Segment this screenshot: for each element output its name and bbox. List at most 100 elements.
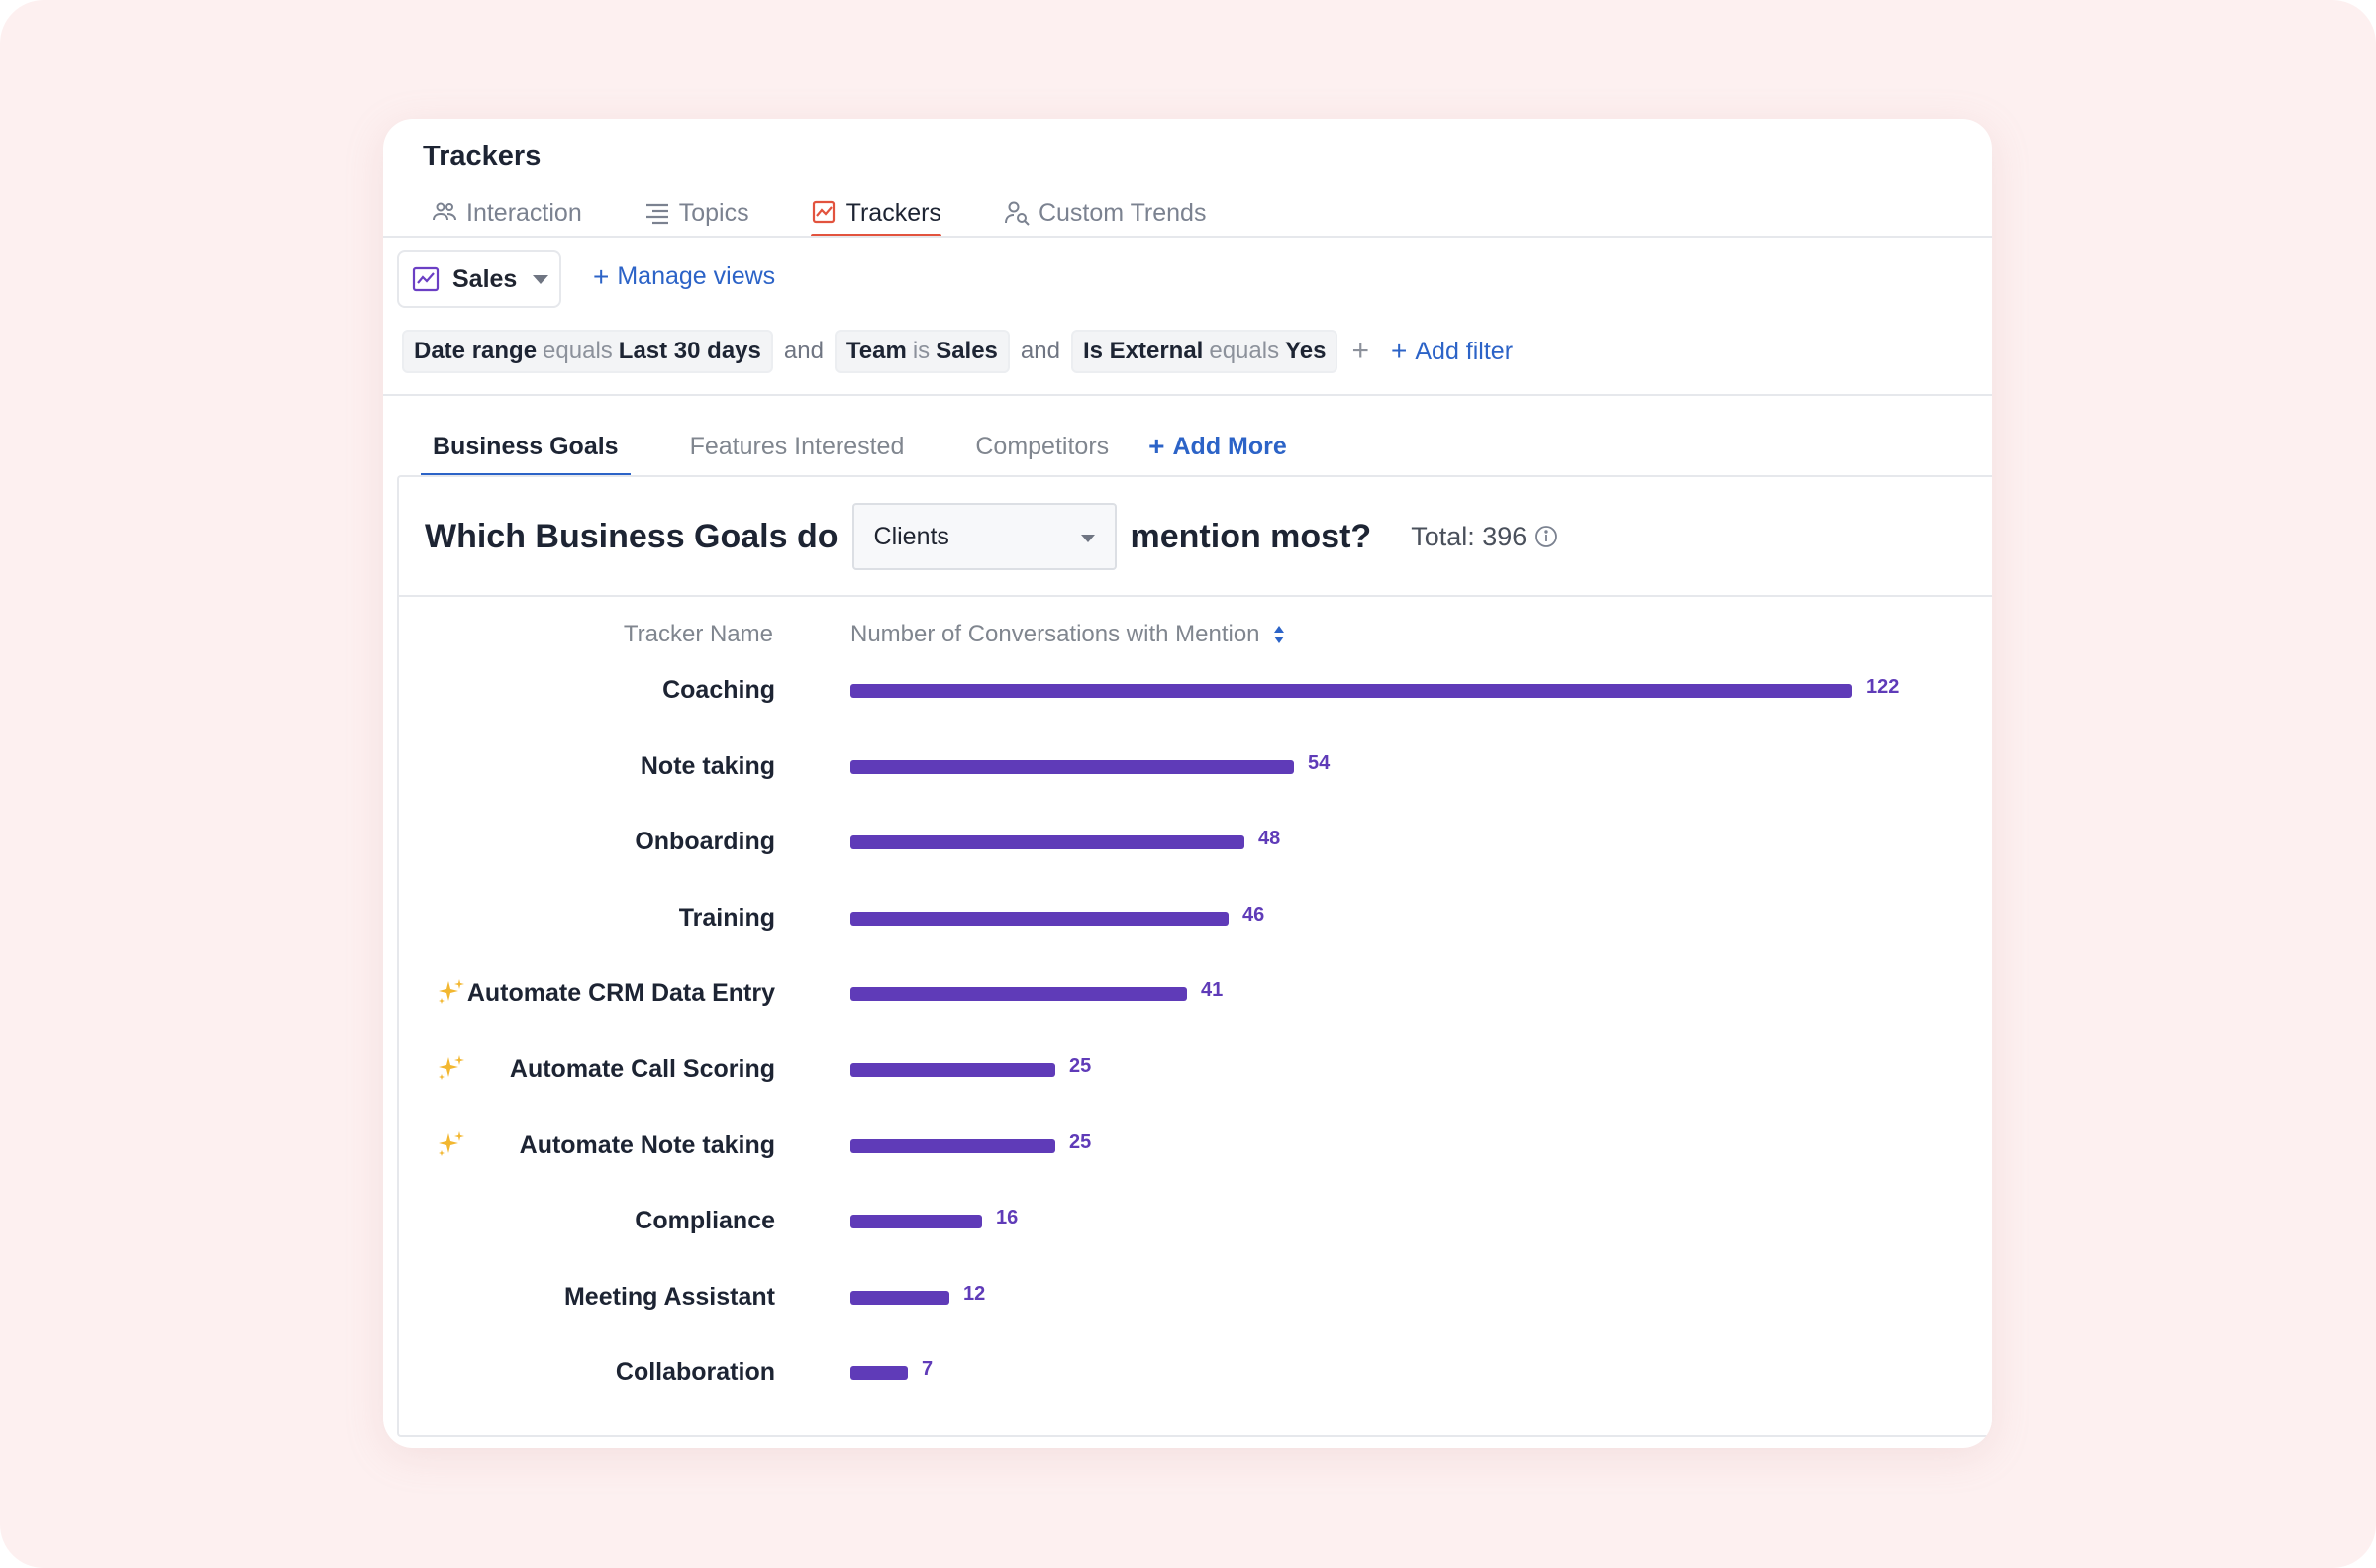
bar-value-label: 54 [1308,751,1331,774]
audience-select-value: Clients [873,522,949,550]
chart-panel: Which Business Goals do Clients mention … [397,475,1992,1437]
bar-value-label: 12 [963,1282,986,1305]
tab-competitors[interactable]: Competitors [975,432,1110,460]
total-count: Total: 396 [1411,522,1558,552]
bar-value-label: 122 [1866,676,1900,698]
sparkle-icon [439,1055,464,1080]
bar-mark[interactable] [850,987,1187,1002]
filter-field: Is External [1082,338,1204,364]
filter-value: Last 30 days [618,338,761,364]
tab-business-goals[interactable]: Business Goals [421,416,631,477]
tracker-name-label: Onboarding [635,828,775,856]
person-search-icon [1004,201,1030,226]
bar-value-label: 25 [1069,1130,1092,1153]
filter-conjunction: and [783,338,824,364]
tab-label: Interaction [466,198,582,227]
sparkle-icon [439,979,464,1005]
add-filter-label: Add filter [1415,337,1514,365]
chart-row: Automate CRM Data Entry 41 [399,973,1992,1013]
tab-label: Topics [678,198,749,227]
tab-label: Trackers [845,198,941,227]
bar-mark[interactable] [850,759,1294,774]
filter-value: Yes [1285,338,1327,364]
bar-mark[interactable] [850,1366,908,1381]
column-header-conversations[interactable]: Number of Conversations with Mention [850,621,1286,648]
filter-conjunction: and [1020,338,1060,364]
chart-row: Onboarding 48 [399,822,1992,861]
chevron-down-icon [533,275,548,284]
plus-icon: + [593,260,610,292]
tab-trackers[interactable]: Trackers [810,188,942,238]
trend-icon [812,200,835,224]
bar-mark[interactable] [850,911,1229,926]
add-more-label: Add More [1172,432,1287,460]
bar-mark[interactable] [850,1138,1055,1153]
add-filter-button[interactable]: + Add filter [1391,338,1513,366]
chart-row: Note taking 54 [399,746,1992,786]
filter-value: Sales [936,338,998,364]
sort-icon [1273,626,1284,643]
bar-mark[interactable] [850,1290,949,1305]
chart-row: Automate Note taking 25 [399,1126,1992,1165]
tab-features-interested[interactable]: Features Interested [689,432,905,460]
divider [383,394,1992,396]
tracker-name-label: Meeting Assistant [563,1282,775,1311]
add-more-button[interactable]: + Add More [1148,416,1287,477]
tab-topics[interactable]: Topics [644,188,749,238]
bar-value-label: 7 [922,1358,934,1381]
chart-row: Compliance 16 [399,1201,1992,1240]
tab-label: Custom Trends [1038,198,1207,227]
info-icon[interactable] [1534,525,1558,548]
filter-operator: equals [1209,338,1280,364]
bar-value-label: 25 [1069,1055,1092,1077]
bar-mark[interactable] [850,684,1852,698]
bar-mark[interactable] [850,1063,1055,1077]
tracker-name-label: Collaboration [615,1358,775,1387]
audience-select[interactable]: Clients [851,503,1117,570]
filter-bar: Date range equals Last 30 days and Team … [402,330,1513,373]
question-suffix: mention most? [1130,517,1372,555]
bar-value-label: 41 [1201,979,1224,1002]
tracker-name-label: Training [678,903,775,931]
manage-views-label: Manage views [617,262,776,290]
people-icon [433,202,456,221]
trend-chart-icon [412,266,440,292]
tab-interaction[interactable]: Interaction [431,188,582,238]
plus-icon: + [1391,336,1408,366]
chart-row: Automate Call Scoring 25 [399,1049,1992,1089]
filter-chip-is-external[interactable]: Is External equals Yes [1070,330,1338,373]
tab-custom-trends[interactable]: Custom Trends [1003,188,1207,238]
tracker-name-label: Automate Call Scoring [509,1055,775,1083]
tracker-name-label: Coaching [662,676,775,704]
divider [399,595,1992,597]
list-icon [645,203,668,225]
manage-views-button[interactable]: + Manage views [593,262,775,291]
chart-row: Coaching 122 [399,670,1992,710]
filter-operator: is [912,338,931,364]
filter-field: Team [845,338,907,364]
divider [383,236,1992,238]
column-header-label: Number of Conversations with Mention [850,621,1260,647]
tracker-name-label: Compliance [635,1207,775,1235]
view-label: Sales [452,264,518,293]
plus-icon: + [1148,431,1165,461]
add-condition-button[interactable]: + [1351,335,1370,367]
filter-operator: equals [543,338,613,364]
view-select[interactable]: Sales [397,250,561,308]
chart-row: Training 46 [399,898,1992,937]
bar-mark[interactable] [850,1215,982,1229]
trackers-card: Trackers Interaction Topics [383,119,1992,1448]
page-title: Trackers [423,141,542,172]
bar-mark[interactable] [850,835,1244,850]
question-row: Which Business Goals do Clients mention … [425,503,1558,570]
bar-value-label: 48 [1258,828,1281,850]
sparkle-icon [439,1130,464,1156]
column-header-tracker-name: Tracker Name [623,621,773,647]
filter-chip-team[interactable]: Team is Sales [834,330,1010,373]
chart-row: Collaboration 7 [399,1352,1992,1392]
bar-value-label: 16 [996,1207,1019,1229]
filter-chip-date-range[interactable]: Date range equals Last 30 days [402,330,773,373]
total-label: Total: 396 [1411,521,1528,551]
nav-tabs: Interaction Topics Trackers [431,188,1267,238]
